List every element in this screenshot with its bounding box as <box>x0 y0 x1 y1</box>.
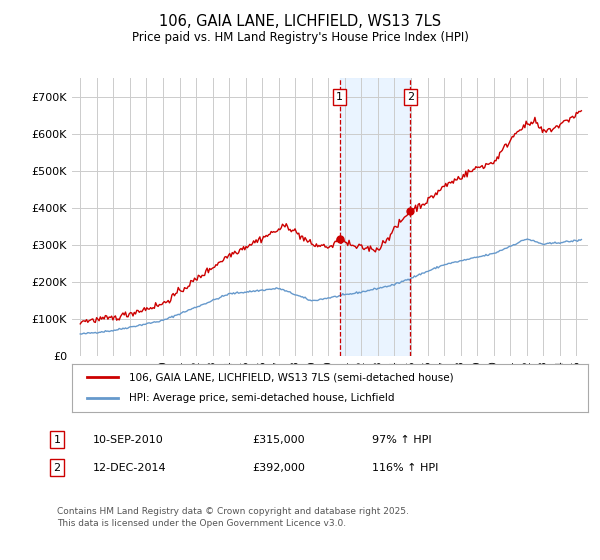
Text: 116% ↑ HPI: 116% ↑ HPI <box>372 463 439 473</box>
Text: £315,000: £315,000 <box>252 435 305 445</box>
Bar <box>340 78 410 356</box>
Text: £392,000: £392,000 <box>252 463 305 473</box>
Text: Price paid vs. HM Land Registry's House Price Index (HPI): Price paid vs. HM Land Registry's House … <box>131 31 469 44</box>
Text: 2: 2 <box>53 463 61 473</box>
Text: 106, GAIA LANE, LICHFIELD, WS13 7LS (semi-detached house): 106, GAIA LANE, LICHFIELD, WS13 7LS (sem… <box>129 372 454 382</box>
Text: 12-DEC-2014: 12-DEC-2014 <box>93 463 167 473</box>
Text: 10-SEP-2010: 10-SEP-2010 <box>93 435 164 445</box>
Text: 97% ↑ HPI: 97% ↑ HPI <box>372 435 431 445</box>
Text: 2: 2 <box>407 92 414 102</box>
Text: 1: 1 <box>336 92 343 102</box>
Text: 106, GAIA LANE, LICHFIELD, WS13 7LS: 106, GAIA LANE, LICHFIELD, WS13 7LS <box>159 14 441 29</box>
Text: Contains HM Land Registry data © Crown copyright and database right 2025.
This d: Contains HM Land Registry data © Crown c… <box>57 507 409 528</box>
Text: 1: 1 <box>53 435 61 445</box>
Text: HPI: Average price, semi-detached house, Lichfield: HPI: Average price, semi-detached house,… <box>129 393 394 403</box>
